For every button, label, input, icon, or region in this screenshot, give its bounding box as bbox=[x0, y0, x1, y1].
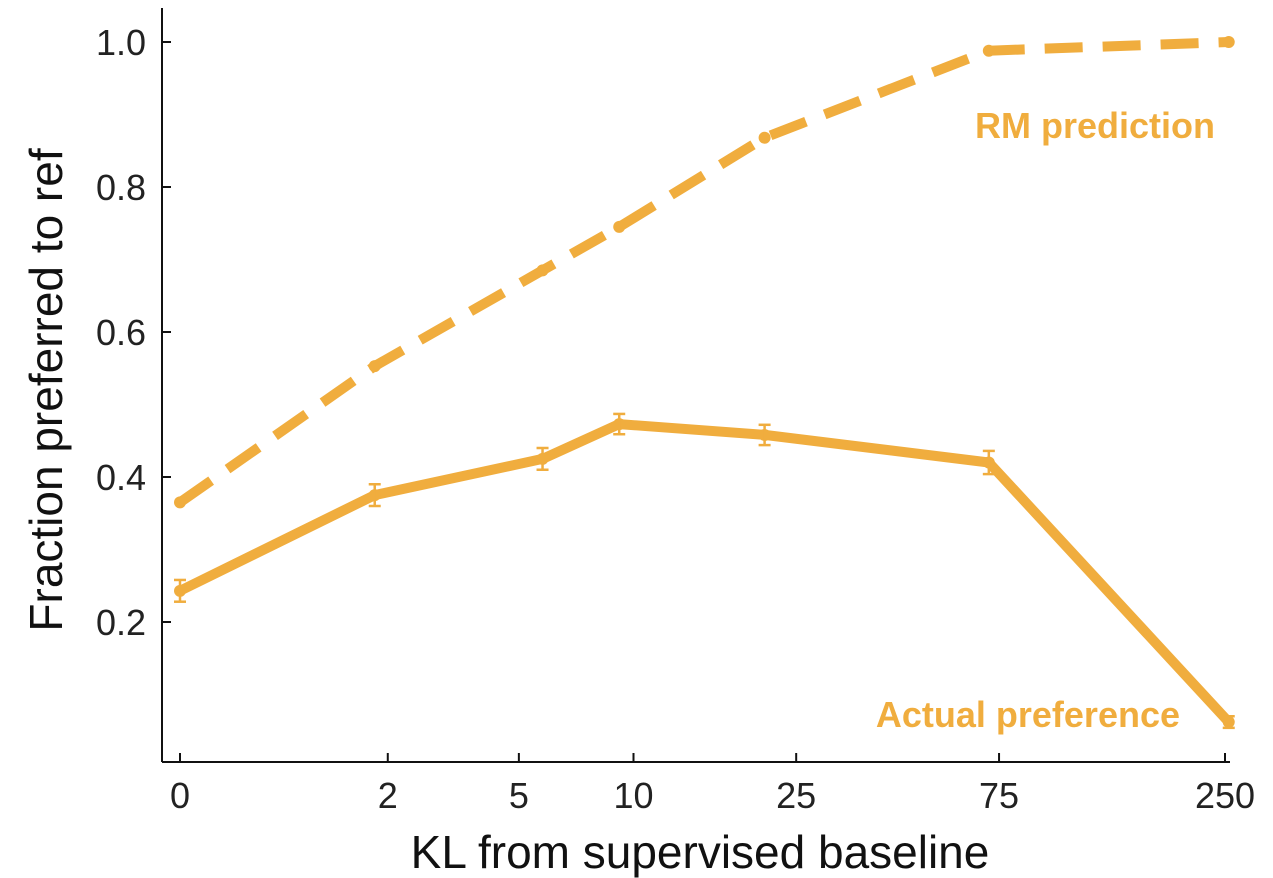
y-tick-label: 1.0 bbox=[96, 22, 146, 63]
y-tick-label: 0.8 bbox=[96, 167, 146, 208]
x-tick-label: 25 bbox=[776, 775, 816, 816]
actual-preference-line bbox=[177, 419, 1233, 726]
y-tick-label: 0.6 bbox=[96, 312, 146, 353]
data-point bbox=[368, 360, 381, 373]
axes bbox=[161, 8, 1230, 763]
x-ticks: 0 2 5 10 25 75 250 bbox=[170, 753, 1255, 816]
data-point bbox=[1222, 36, 1235, 48]
y-tick-label: 0.2 bbox=[96, 602, 146, 643]
x-tick-label: 2 bbox=[378, 775, 398, 816]
x-axis-title: KL from supervised baseline bbox=[411, 826, 990, 878]
x-tick-label: 10 bbox=[613, 775, 653, 816]
x-tick-label: 75 bbox=[979, 775, 1019, 816]
series-layer bbox=[174, 36, 1235, 730]
series-label-rm-prediction: RM prediction bbox=[975, 105, 1215, 146]
x-tick-label: 5 bbox=[509, 775, 529, 816]
data-point bbox=[613, 220, 626, 233]
x-tick-label: 250 bbox=[1195, 775, 1255, 816]
y-axis-title: Fraction preferred to ref bbox=[20, 148, 72, 631]
data-point bbox=[174, 496, 186, 509]
data-point bbox=[536, 264, 549, 277]
data-point bbox=[982, 44, 995, 57]
x-tick-label: 0 bbox=[170, 775, 190, 816]
series-label-actual-preference: Actual preference bbox=[876, 694, 1180, 735]
y-ticks: 0.2 0.4 0.6 0.8 1.0 bbox=[96, 22, 171, 643]
y-tick-label: 0.4 bbox=[96, 457, 146, 498]
data-point bbox=[758, 131, 771, 144]
